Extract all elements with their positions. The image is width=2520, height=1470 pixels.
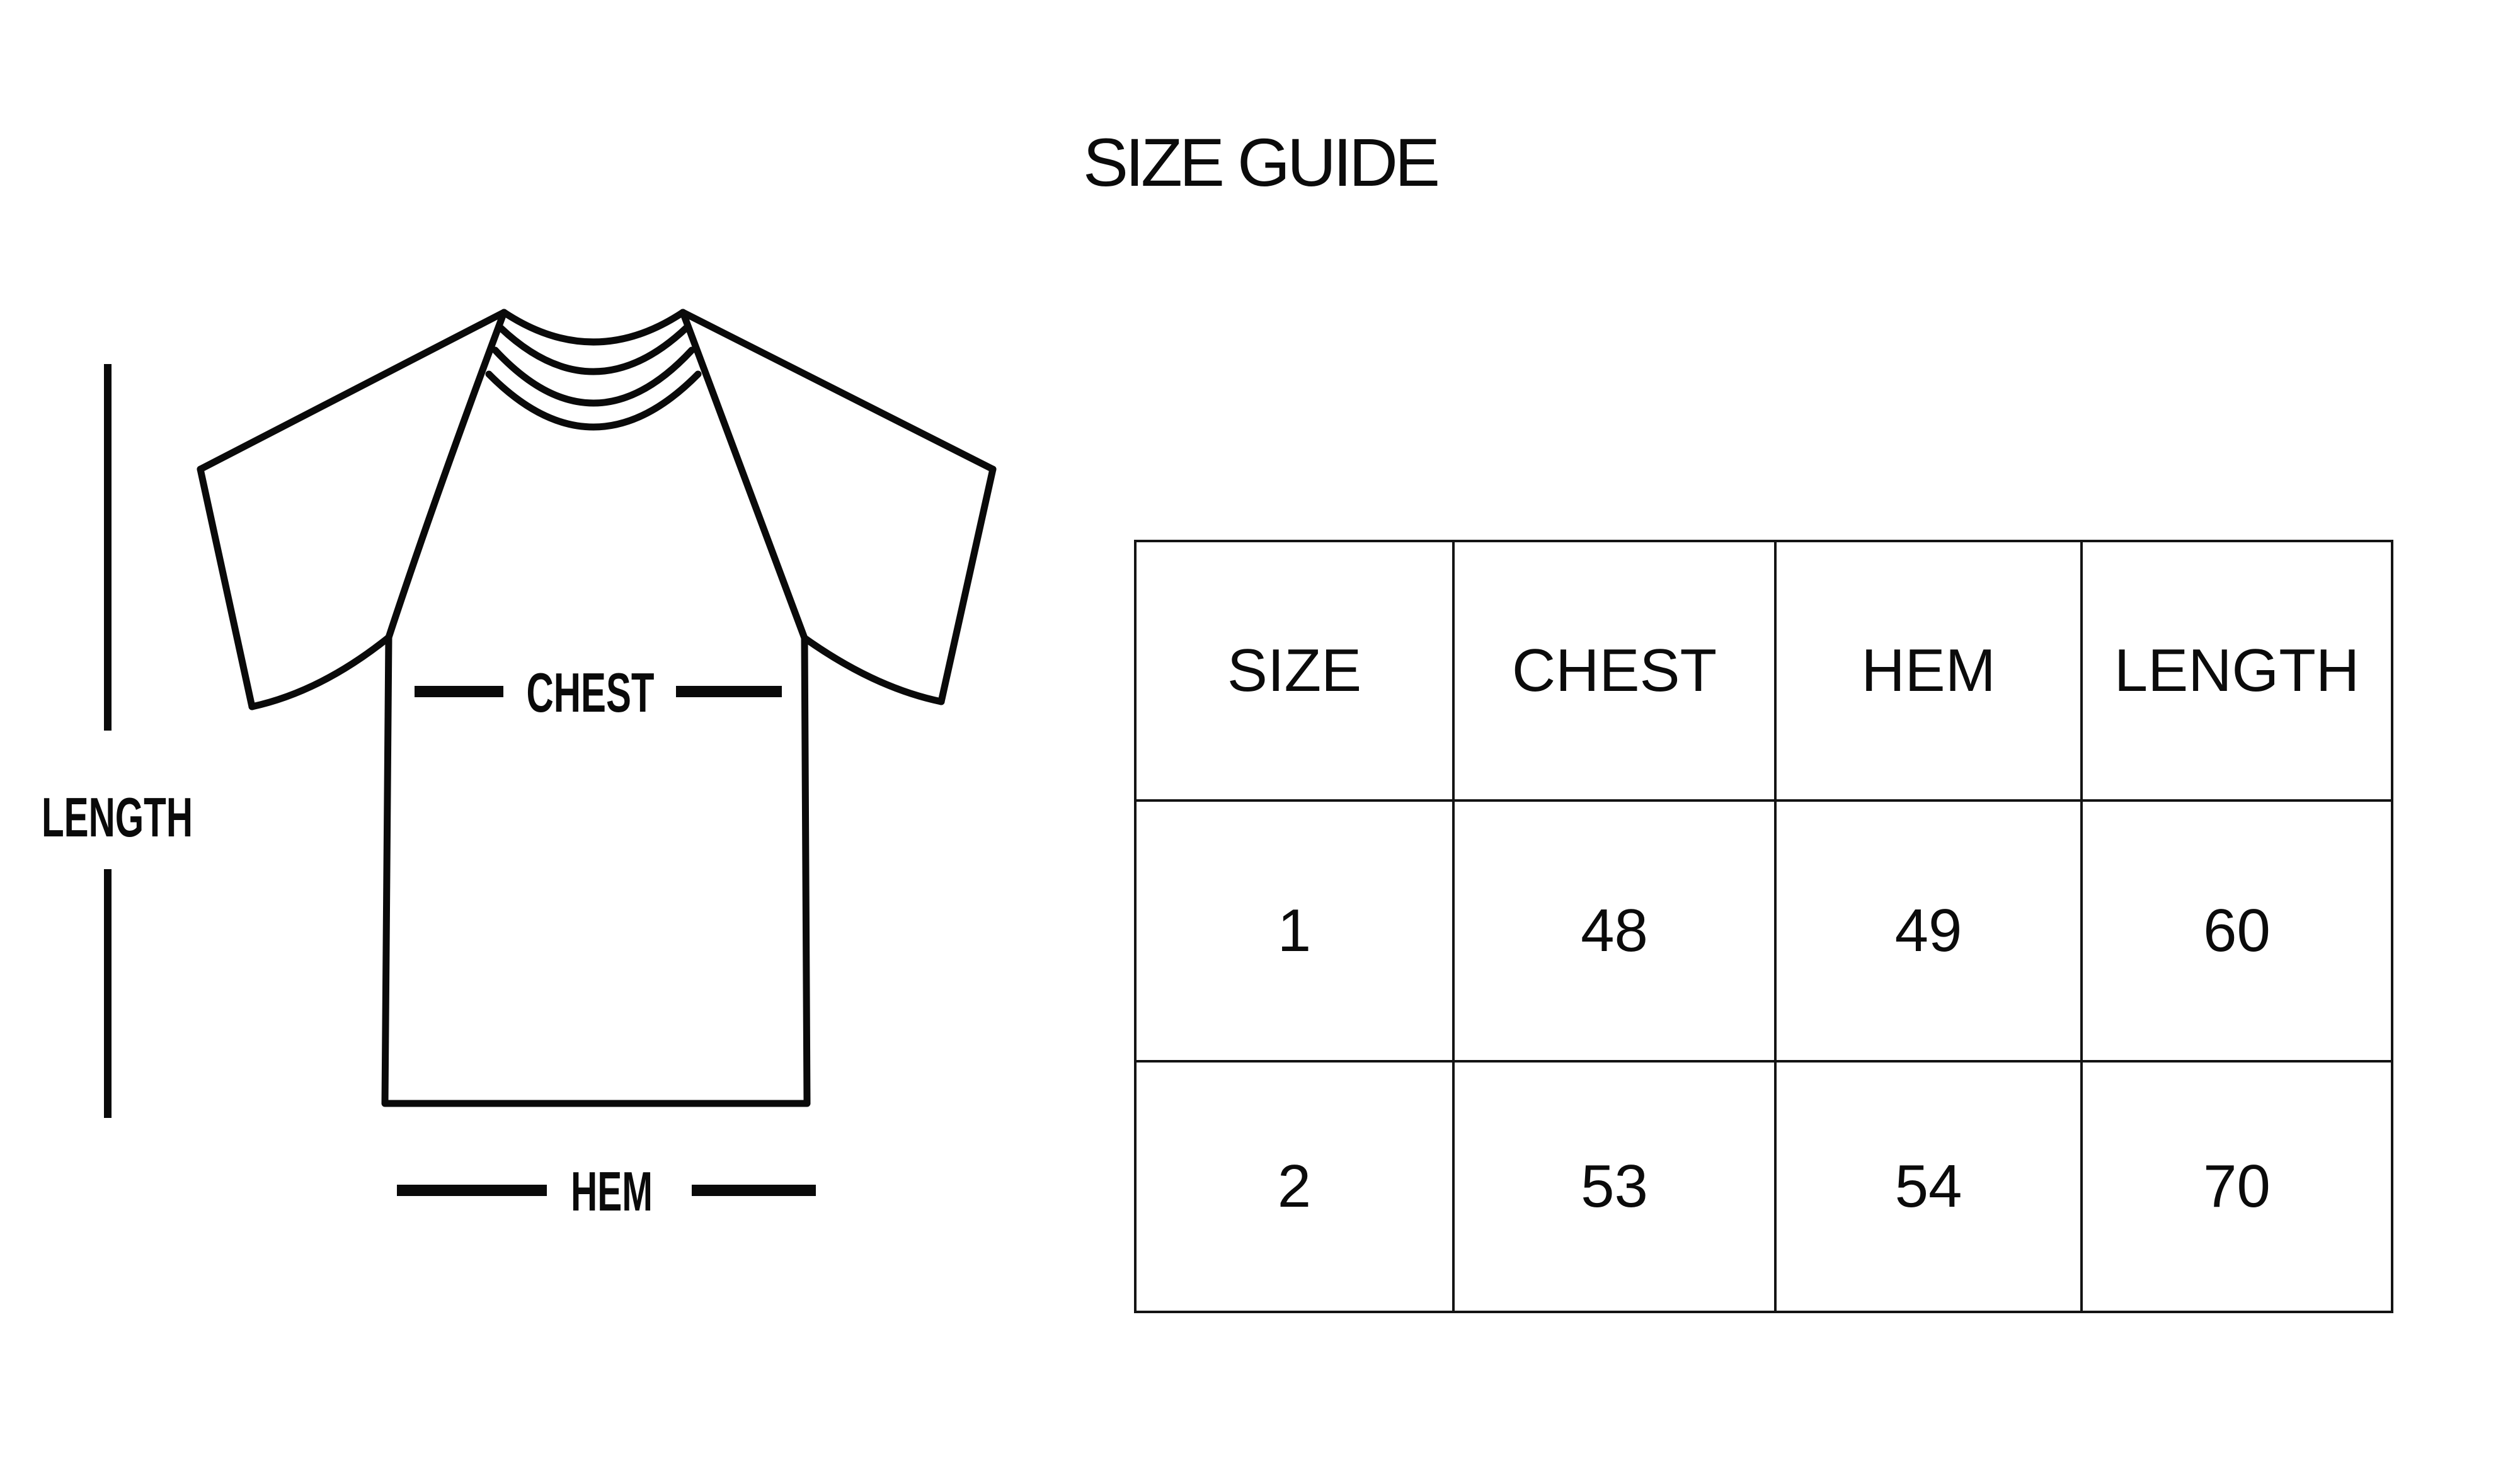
- cell-size-1-length: 60: [2080, 799, 2393, 1063]
- measurement-marks: [104, 364, 816, 1196]
- right-sleeve-opening: [801, 634, 945, 705]
- table-header-row: SIZE CHEST HEM LENGTH: [1134, 540, 2393, 802]
- header-cell-size: SIZE: [1134, 540, 1455, 802]
- left-sleeve-outer-edge: [197, 465, 256, 710]
- body-outline: [381, 634, 811, 1107]
- right-sleeve-outer-edge: [937, 465, 997, 705]
- header-cell-length: LENGTH: [2080, 540, 2393, 802]
- cell-size-1-size: 1: [1134, 799, 1455, 1063]
- table-row-size-2: 2 53 54 70: [1134, 1060, 2393, 1313]
- collar-band-curve-1: [496, 324, 690, 375]
- chest-label: CHEST: [527, 661, 655, 724]
- table-row-size-1: 1 48 49 60: [1134, 799, 2393, 1063]
- cell-size-2-chest: 53: [1452, 1060, 1777, 1313]
- hem-label: HEM: [571, 1160, 653, 1222]
- cell-size-1-chest: 48: [1452, 799, 1777, 1063]
- right-raglan-seam: [679, 309, 808, 642]
- left-sleeve-opening: [248, 634, 392, 710]
- cell-size-1-hem: 49: [1774, 799, 2083, 1063]
- tshirt-diagram: CHEST HEM LENGTH: [42, 309, 997, 1222]
- size-table: SIZE CHEST HEM LENGTH 1 48 49 60 2 53 54…: [1134, 540, 2393, 1313]
- right-sleeve-top-seam: [679, 309, 997, 473]
- length-label: LENGTH: [42, 786, 193, 848]
- left-sleeve-top-seam: [197, 309, 508, 473]
- cell-size-2-hem: 54: [1774, 1060, 2083, 1313]
- header-cell-chest: CHEST: [1452, 540, 1777, 802]
- collar-outer-curve: [500, 309, 687, 346]
- left-raglan-seam: [385, 309, 508, 641]
- page-title: SIZE GUIDE: [1082, 124, 1440, 200]
- diagram-labels: CHEST HEM LENGTH: [42, 661, 655, 1222]
- cell-size-2-length: 70: [2080, 1060, 2393, 1313]
- cell-size-2-size: 2: [1134, 1060, 1455, 1313]
- collar-band-curve-2: [491, 346, 696, 407]
- collar-band-curve-3: [485, 370, 702, 431]
- header-cell-hem: HEM: [1774, 540, 2083, 802]
- tshirt-outline: [197, 309, 997, 1107]
